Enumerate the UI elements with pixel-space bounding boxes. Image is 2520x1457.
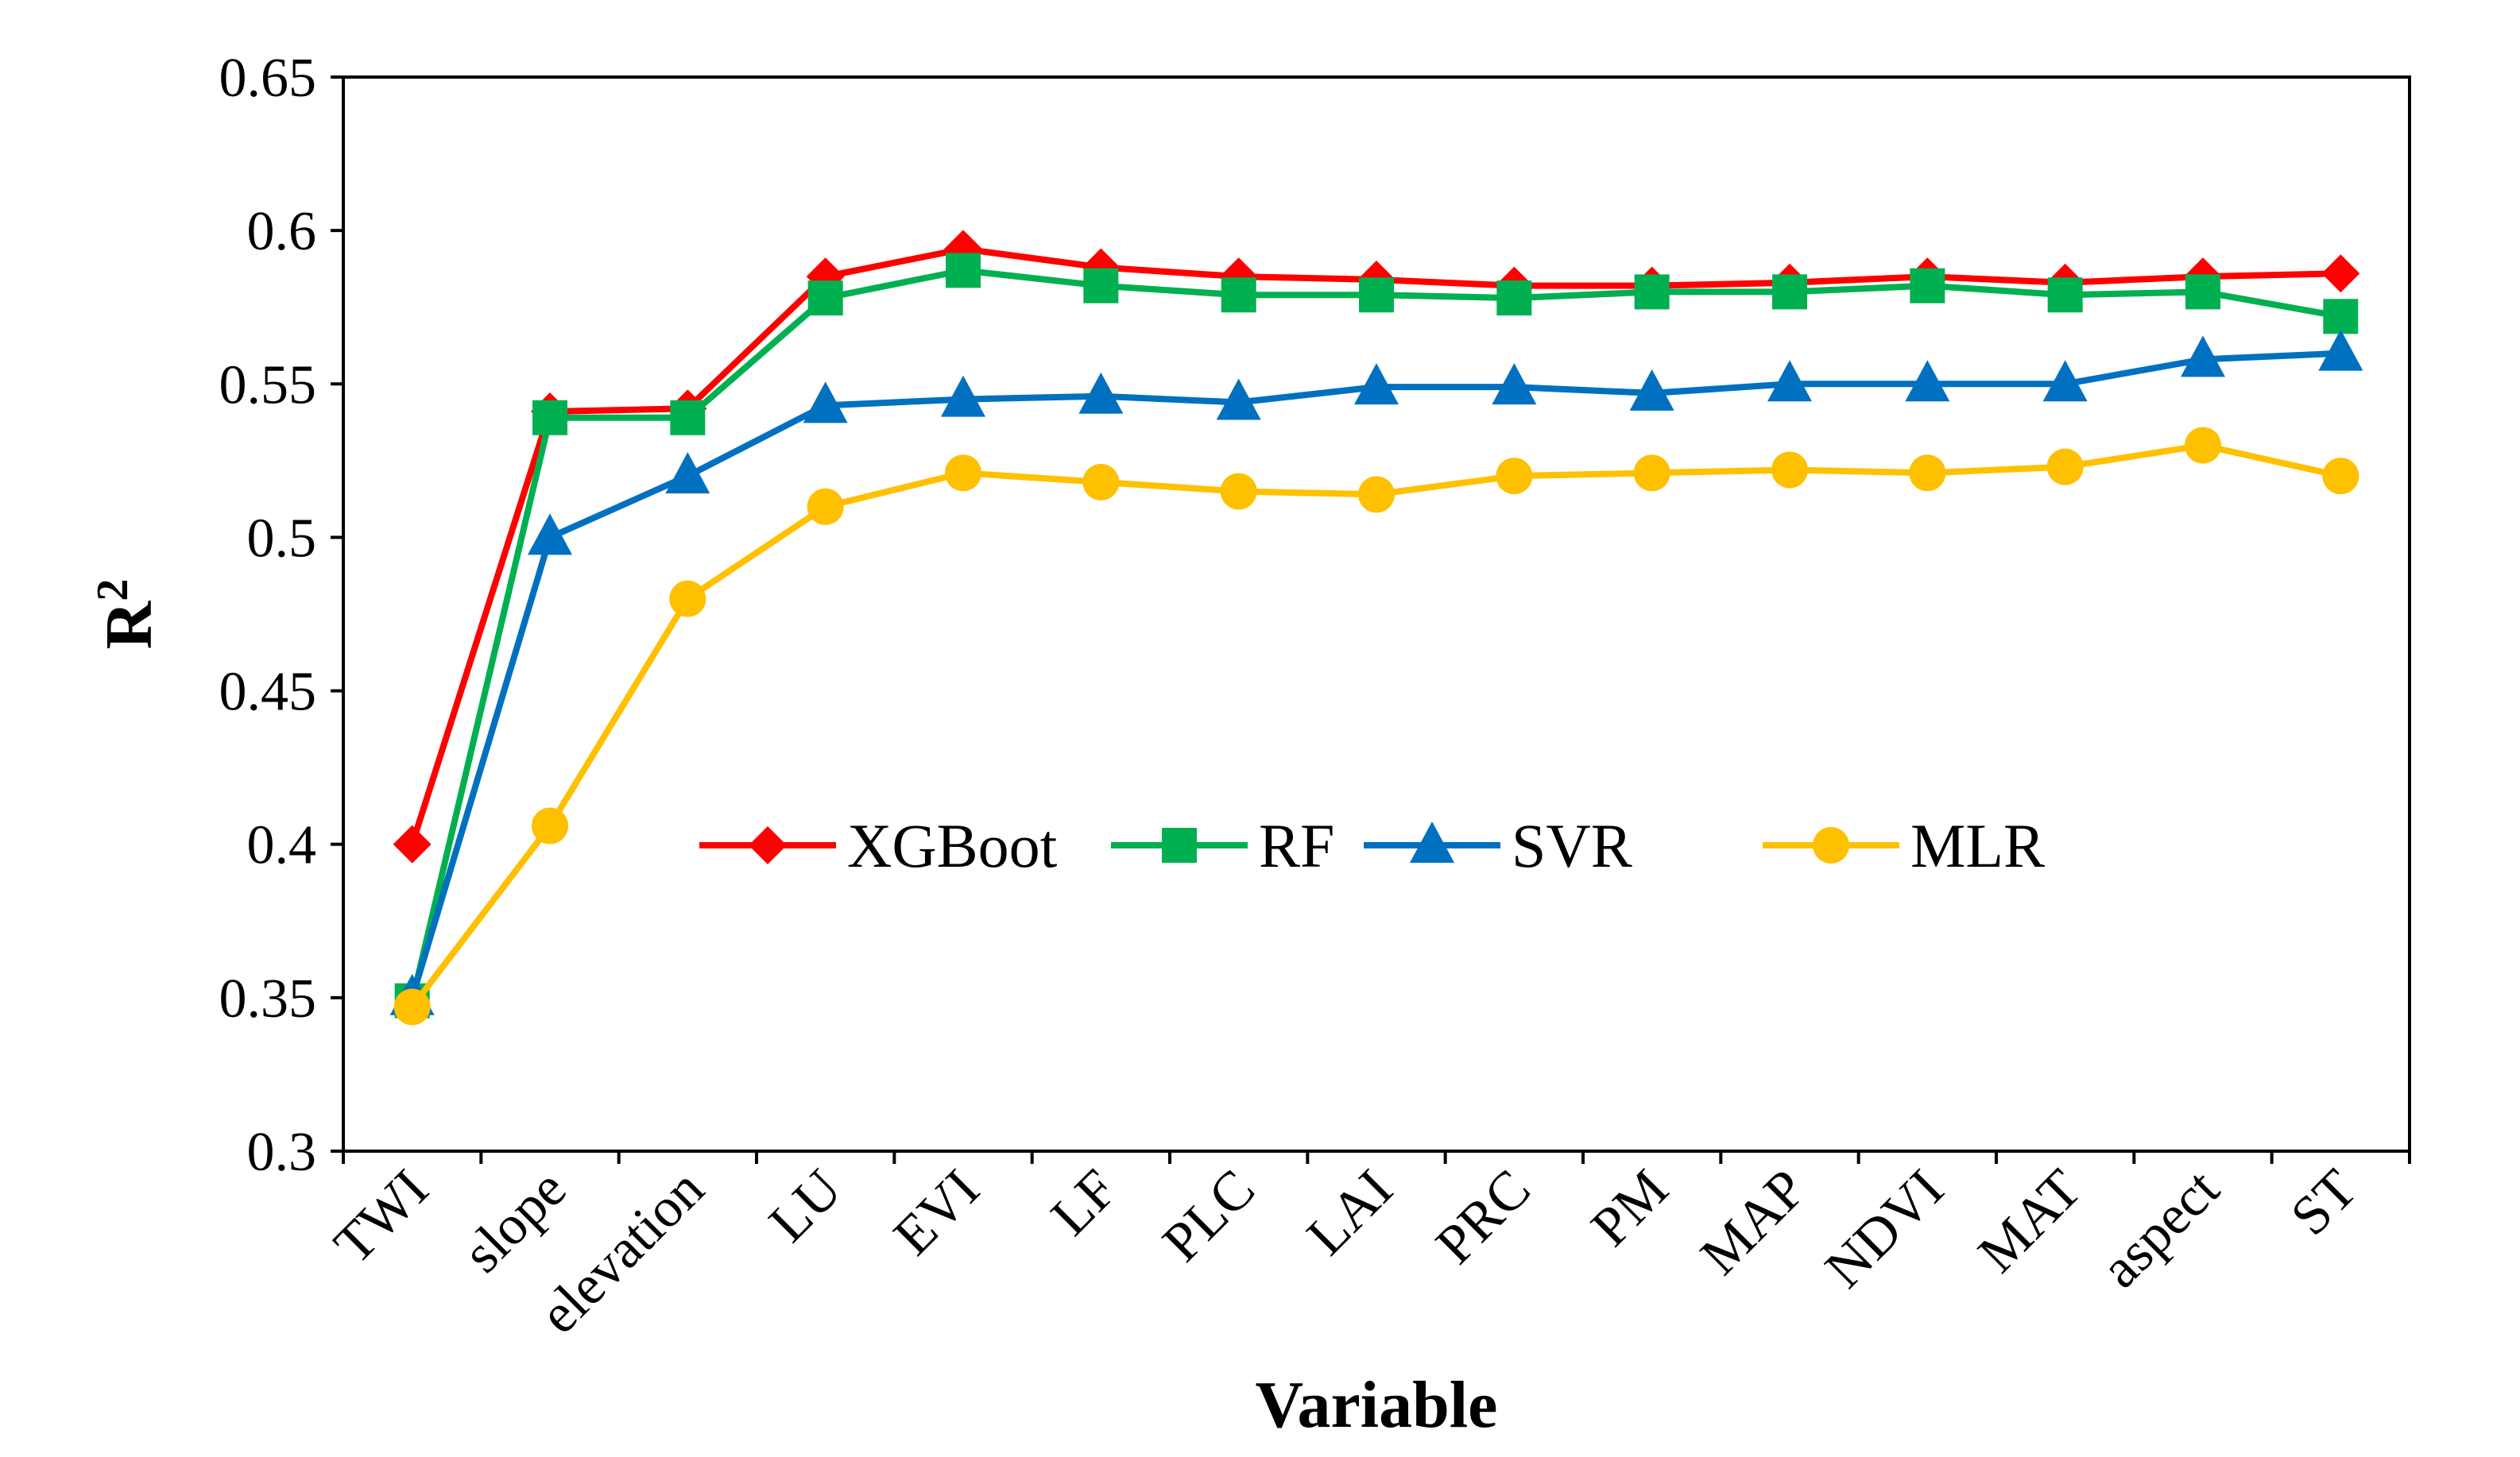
legend-label-svr: SVR	[1512, 811, 1632, 880]
y-tick-label: 0.5	[247, 508, 317, 569]
legend-marker-rf	[1162, 828, 1197, 863]
data-point-mlr	[807, 488, 844, 525]
data-point-mlr	[2046, 448, 2084, 485]
data-point-xgboot	[2321, 254, 2360, 293]
data-point-mlr	[1496, 458, 1533, 495]
y-tick-label: 0.45	[219, 662, 317, 723]
data-point-svr	[941, 375, 985, 417]
data-point-rf	[1910, 268, 1945, 303]
data-point-mlr	[669, 580, 706, 617]
data-point-rf	[2047, 277, 2083, 313]
legend: XGBoot RF SVR MLR	[699, 811, 2045, 880]
data-point-svr	[1354, 363, 1399, 405]
legend-marker-svr	[1410, 821, 1454, 863]
data-point-svr	[528, 513, 572, 555]
data-point-mlr	[2185, 427, 2221, 464]
data-point-svr	[1905, 360, 1950, 402]
data-point-svr	[2042, 360, 2088, 402]
data-point-rf	[1496, 280, 1532, 316]
data-point-mlr	[1909, 454, 1946, 492]
data-point-mlr	[393, 988, 431, 1026]
data-point-rf	[670, 400, 706, 435]
legend-item-mlr: MLR	[1763, 811, 2045, 880]
legend-item-xgboot: XGBoot	[699, 811, 1058, 880]
data-point-rf	[1772, 274, 1807, 310]
data-point-svr	[1492, 363, 1537, 405]
data-point-xgboot	[393, 825, 432, 864]
data-point-rf	[1083, 268, 1119, 303]
legend-marker-xgboot	[749, 826, 787, 864]
data-point-rf	[532, 400, 567, 435]
legend-item-rf: RF	[1111, 811, 1334, 880]
data-point-mlr	[1082, 463, 1120, 500]
series-layer	[389, 230, 2363, 1026]
legend-item-svr: SVR	[1364, 811, 1632, 880]
data-point-mlr	[1358, 476, 1395, 513]
y-axis: 0.3 0.35 0.4 0.45 0.5 0.55 0.6 0.65	[219, 48, 343, 1183]
data-point-rf	[946, 253, 981, 288]
y-axis-title-superscript: 2	[88, 579, 137, 601]
y-axis-title: R2	[88, 579, 166, 650]
data-point-rf	[1634, 274, 1670, 310]
y-tick-label: 0.55	[219, 354, 317, 415]
plot-area-frame	[342, 75, 2411, 1153]
data-point-mlr	[1633, 454, 1670, 492]
y-tick-label: 0.4	[247, 815, 317, 876]
y-tick-label: 0.3	[247, 1122, 317, 1183]
data-point-mlr	[945, 454, 981, 492]
data-point-rf	[807, 280, 843, 316]
legend-label-mlr: MLR	[1910, 811, 2045, 880]
data-point-mlr	[1771, 451, 1808, 489]
data-point-rf	[2185, 274, 2220, 310]
data-point-rf	[2323, 299, 2359, 334]
data-point-svr	[2318, 329, 2363, 371]
series-svr	[389, 329, 2363, 1015]
y-tick-label: 0.6	[247, 201, 317, 262]
legend-label-xgboot: XGBoot	[847, 811, 1058, 880]
data-point-svr	[665, 452, 710, 494]
data-point-svr	[1216, 378, 1261, 420]
x-axis-title: Variable	[1256, 1368, 1498, 1442]
y-axis-title-main: R	[92, 600, 166, 649]
legend-label-rf: RF	[1259, 811, 1334, 880]
series-mlr	[393, 427, 2359, 1026]
series-rf	[394, 253, 2359, 1018]
y-tick-label: 0.35	[219, 968, 317, 1030]
data-point-svr	[2181, 335, 2225, 377]
data-point-mlr	[2322, 458, 2359, 495]
data-point-rf	[1221, 277, 1256, 313]
data-point-svr	[1767, 360, 1812, 402]
data-point-rf	[1359, 277, 1394, 313]
legend-marker-mlr	[1813, 827, 1849, 864]
y-tick-label: 0.65	[219, 48, 317, 109]
data-point-svr	[1078, 372, 1124, 414]
data-point-mlr	[1220, 473, 1257, 510]
data-point-svr	[803, 381, 848, 423]
data-point-mlr	[532, 807, 568, 844]
data-point-svr	[1629, 369, 1674, 411]
